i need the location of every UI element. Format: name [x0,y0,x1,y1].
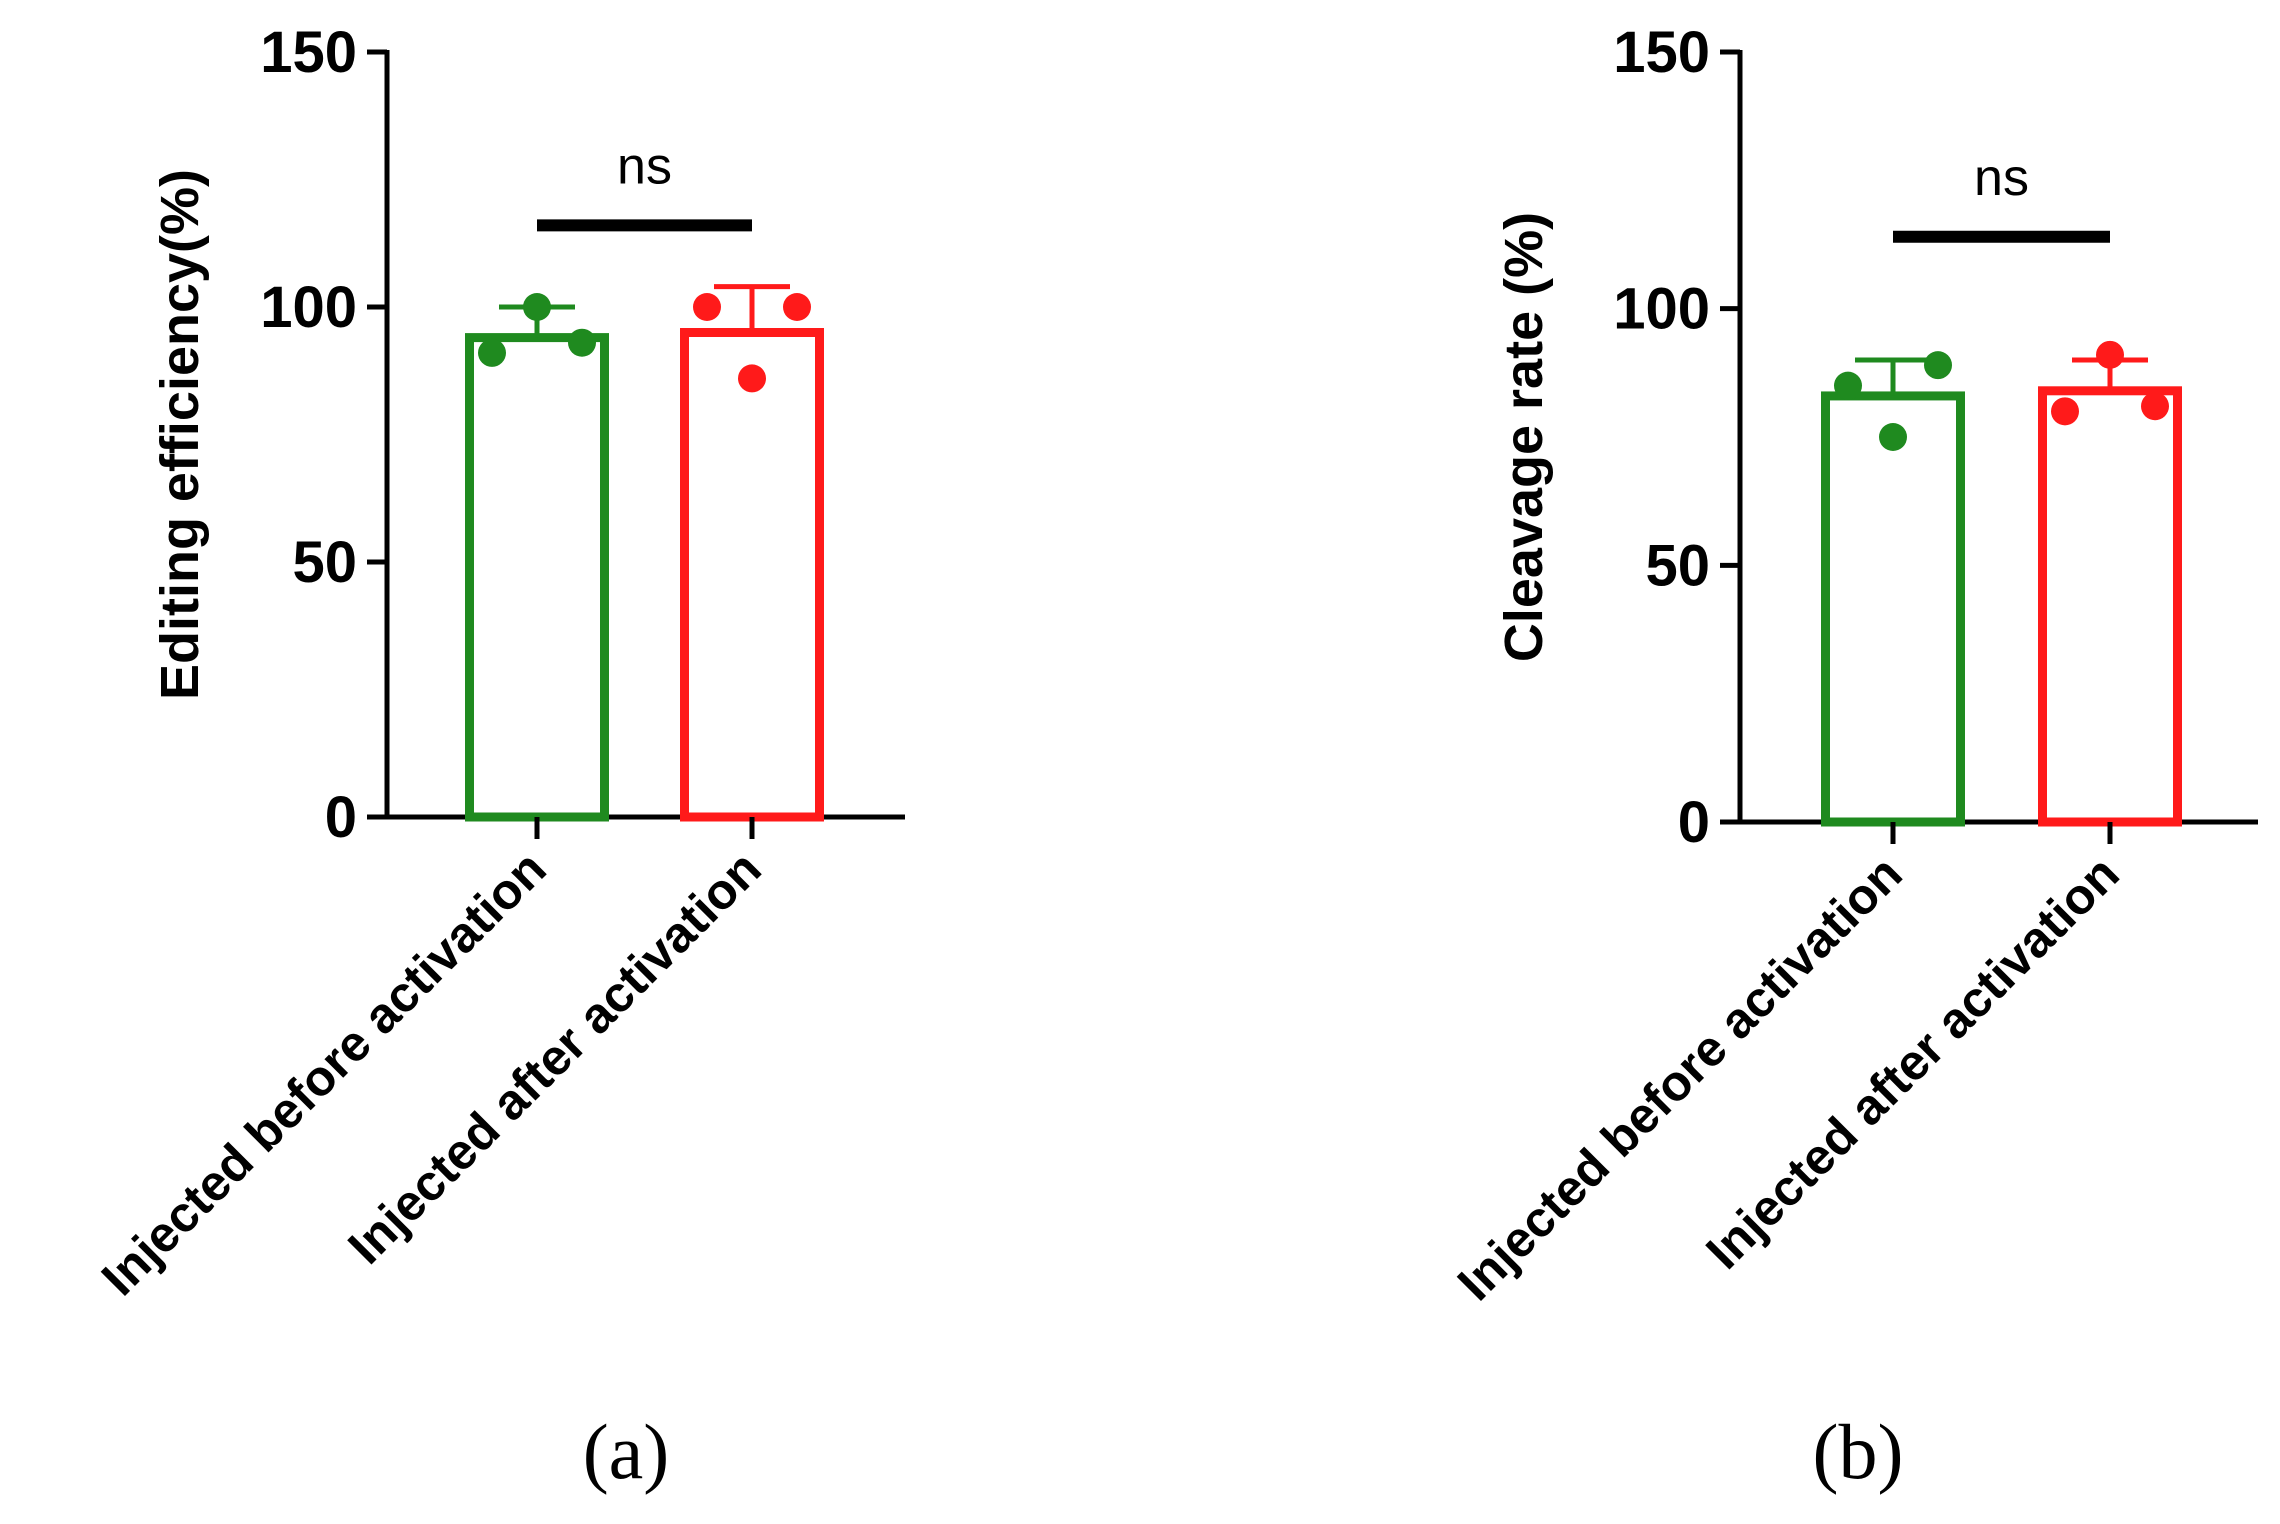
y-tick-label: 100 [1613,277,1710,342]
x-tick-label: Injected before activation [91,840,557,1306]
significance-label: ns [1974,149,2029,207]
y-tick-label: 50 [292,530,357,595]
bar-before [1821,391,1965,827]
bar-before [465,333,609,822]
data-point [568,328,596,357]
x-tick-label: Injected after activation [1695,845,2130,1280]
data-point [738,364,766,393]
y-tick-label: 150 [260,20,357,85]
panel-label: (a) [583,1408,670,1495]
data-point [2096,340,2124,369]
data-point [523,293,551,321]
data-point [783,293,811,321]
significance-label: ns [617,137,672,195]
y-axis-label: Editing efficiency(%) [150,169,210,700]
chart-panel-a: 0 50 100 150 Editing efficiency(%) Injected b… [91,20,905,1495]
y-tick-label: 150 [1613,20,1710,85]
data-point [1834,371,1862,400]
panel-label: (b) [1813,1408,1904,1495]
bar-after [680,328,824,822]
data-point [2141,392,2169,421]
x-tick-label: Injected before activation [1447,845,1913,1311]
bar-after [2038,386,2182,827]
data-point [2051,397,2079,426]
y-tick-label: 50 [1645,533,1710,598]
data-point [1924,351,1952,380]
chart-panel-b: 0 50 100 150 Cleavage rate (%) Injected befor… [1447,20,2258,1495]
data-point [478,338,506,367]
data-point [693,293,721,321]
y-tick-label: 0 [325,785,357,850]
y-tick-label: 100 [260,275,357,340]
data-point [1879,423,1907,451]
y-tick-label: 0 [1678,790,1710,855]
x-tick-label: Injected after activation [337,840,772,1275]
y-axis-label: Cleavage rate (%) [1494,212,1554,662]
